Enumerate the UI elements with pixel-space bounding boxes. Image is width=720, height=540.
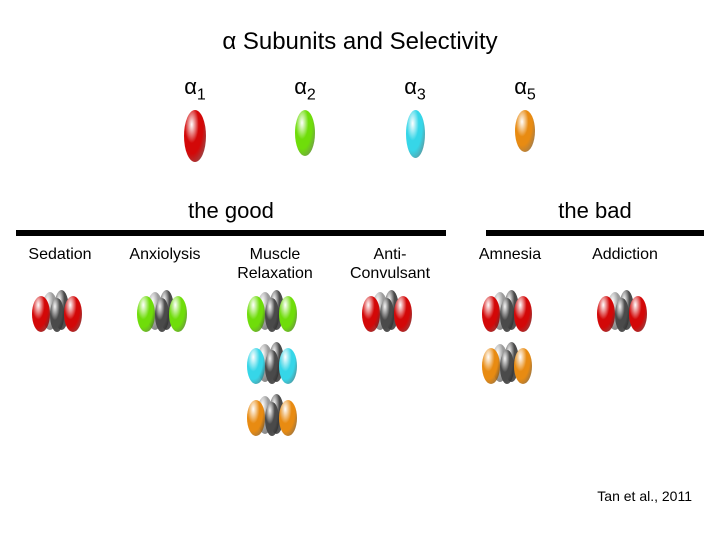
receptor-cluster: [482, 340, 538, 386]
cluster-stack: [482, 286, 538, 386]
column-0: Sedation: [10, 246, 110, 438]
page-title: α Subunits and Selectivity: [0, 0, 720, 56]
section-bad-bar: [486, 230, 704, 236]
section-bad-title: the bad: [486, 198, 704, 224]
cluster-stack: [247, 286, 303, 438]
legend-ellipse-a1: [184, 110, 206, 162]
receptor-cluster: [32, 288, 88, 334]
legend-item-5: α5: [495, 74, 555, 162]
cluster-alpha-a1: [64, 296, 82, 332]
receptor-cluster: [247, 392, 303, 438]
legend-ellipse-a5: [515, 110, 535, 152]
column-5: Addiction: [570, 246, 680, 438]
legend-label: α1: [184, 74, 206, 104]
cluster-stack: [32, 286, 88, 334]
column-label: Muscle Relaxation: [237, 246, 313, 286]
section-good-bar: [16, 230, 446, 236]
legend-item-3: α3: [385, 74, 445, 162]
cluster-alpha-a1: [629, 296, 647, 332]
cluster-stack: [137, 286, 193, 334]
column-1: Anxiolysis: [110, 246, 220, 438]
cluster-alpha-a1: [394, 296, 412, 332]
cluster-alpha-a1: [514, 296, 532, 332]
citation: Tan et al., 2011: [597, 488, 692, 504]
legend-ellipse-a3: [406, 110, 425, 158]
receptor-cluster: [482, 288, 538, 334]
cluster-alpha-a5: [279, 400, 297, 436]
section-good: the good: [16, 198, 446, 236]
cluster-alpha-a2: [169, 296, 187, 332]
receptor-cluster: [247, 340, 303, 386]
legend-label: α5: [514, 74, 536, 104]
legend-label: α3: [404, 74, 426, 104]
column-label: Anxiolysis: [129, 246, 200, 286]
column-label: Anti- Convulsant: [350, 246, 430, 286]
receptor-cluster: [597, 288, 653, 334]
column-4: Amnesia: [450, 246, 570, 438]
cluster-alpha-a5: [514, 348, 532, 384]
section-good-title: the good: [16, 198, 446, 224]
section-bad: the bad: [486, 198, 704, 236]
legend-item-2: α2: [275, 74, 335, 162]
column-label: Sedation: [28, 246, 91, 286]
column-3: Anti- Convulsant: [330, 246, 450, 438]
legend-item-1: α1: [165, 74, 225, 162]
legend-label: α2: [294, 74, 316, 104]
receptor-cluster: [362, 288, 418, 334]
cluster-alpha-a3: [279, 348, 297, 384]
section-row: the good the bad: [0, 198, 720, 236]
receptor-cluster: [137, 288, 193, 334]
column-2: Muscle Relaxation: [220, 246, 330, 438]
receptor-cluster: [247, 288, 303, 334]
cluster-stack: [597, 286, 653, 334]
columns-row: Sedation Anxiolysis Muscle Relaxation Anti-…: [0, 246, 720, 438]
cluster-alpha-a2: [279, 296, 297, 332]
cluster-stack: [362, 286, 418, 334]
column-label: Amnesia: [479, 246, 541, 286]
column-label: Addiction: [592, 246, 658, 286]
legend-ellipse-a2: [295, 110, 315, 156]
legend-row: α1 α2 α3 α5: [0, 74, 720, 162]
